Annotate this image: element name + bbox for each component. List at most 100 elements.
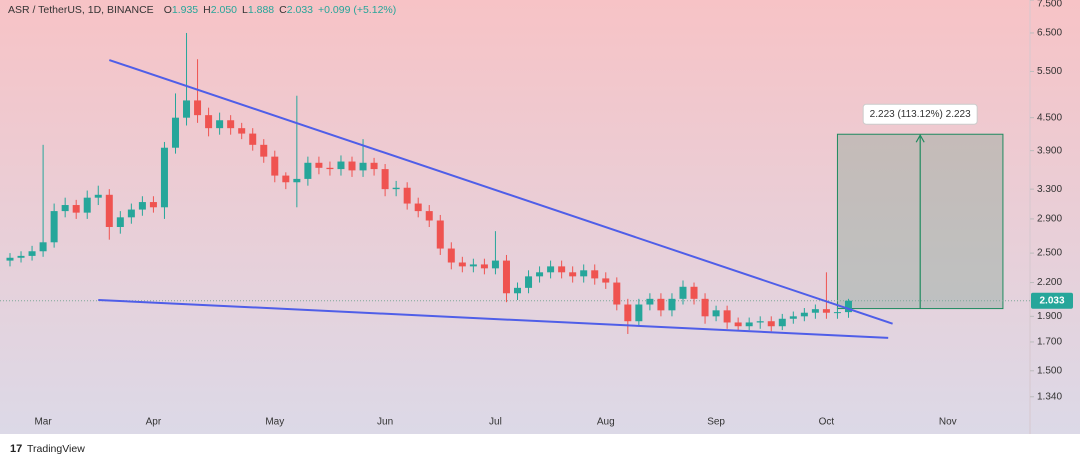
trendline [108, 59, 893, 325]
y-tick-label: 5.500 [1037, 66, 1062, 77]
candle-body [679, 286, 687, 299]
y-tick-label: 1.340 [1037, 391, 1062, 402]
candle-body [833, 312, 841, 314]
candle-body [756, 321, 764, 323]
candle-body [94, 194, 102, 198]
candle-body [370, 162, 378, 170]
x-tick-label: Oct [819, 417, 835, 428]
legend-value: 1.935 [172, 4, 198, 16]
y-tick-label: 1.900 [1037, 311, 1062, 322]
x-tick-label: Sep [707, 417, 725, 428]
candle-body [668, 298, 676, 311]
candle-body [392, 187, 400, 190]
candle-body [624, 304, 632, 322]
candle-body [293, 178, 301, 183]
candle-body [800, 312, 808, 317]
legend-value: 2.050 [211, 4, 237, 16]
candle-body [183, 100, 191, 118]
candle-body [249, 133, 257, 145]
y-tick-label: 2.500 [1037, 248, 1062, 259]
legend-label: O [164, 4, 172, 16]
candle-body [767, 321, 775, 327]
candle-body [690, 286, 698, 299]
candle-body [326, 167, 334, 170]
candle-body [712, 310, 720, 317]
trendline [98, 298, 889, 339]
candle-body [425, 211, 433, 221]
candle-body [436, 220, 444, 249]
x-tick-label: Mar [34, 417, 52, 428]
candle-body [789, 316, 797, 319]
x-tick-label: Jul [489, 417, 502, 428]
candle-body [414, 203, 422, 212]
candle-body [701, 298, 709, 317]
x-tick-label: Apr [146, 417, 162, 428]
candle-body [381, 169, 389, 190]
candle-body [811, 309, 819, 313]
candle-body [116, 217, 124, 227]
candle-body [458, 262, 466, 267]
brand-text: TradingView [27, 443, 85, 455]
y-tick-label: 7.500 [1037, 0, 1062, 10]
candle-body [138, 202, 146, 210]
candle-body [304, 162, 312, 179]
candle-body [28, 251, 36, 256]
y-tick-label: 2.900 [1037, 214, 1062, 225]
measure-label-box [862, 103, 978, 125]
candle-body [127, 209, 135, 218]
legend-value: 1.888 [248, 4, 274, 16]
y-tick-label: 2.200 [1037, 277, 1062, 288]
legend-value: 2.033 [287, 4, 313, 16]
x-tick-label: May [265, 417, 284, 428]
candle-body [734, 322, 742, 327]
candle-body [61, 205, 69, 212]
candle-body [271, 156, 279, 176]
y-tick-label: 4.500 [1037, 112, 1062, 123]
candle-body [502, 260, 510, 294]
candle-body [238, 128, 246, 134]
candle-body [745, 322, 753, 327]
candle-body [844, 300, 852, 313]
candle-body [547, 266, 555, 273]
candle-body [282, 175, 290, 183]
candle-body [17, 255, 25, 258]
candle-body [39, 242, 47, 252]
footer [0, 434, 1080, 457]
symbol: ASR / TetherUS, 1D, BINANCE [8, 4, 154, 16]
candle-body [778, 318, 786, 327]
legend-change: +0.099 (+5.12%) [318, 4, 396, 16]
candle-body [337, 161, 345, 170]
x-tick-label: Aug [597, 417, 615, 428]
legend-label: L [242, 4, 248, 16]
y-tick-label: 6.500 [1037, 28, 1062, 39]
candle-body [359, 162, 367, 171]
candle-body [315, 162, 323, 168]
price-tag [1031, 292, 1073, 309]
measure-label: 2.223 (113.12%) 2.223 [870, 109, 971, 120]
candle-body [149, 202, 157, 208]
candle-body [591, 270, 599, 279]
logo: 17 [10, 443, 22, 455]
candle-body [403, 187, 411, 204]
y-tick-label: 3.900 [1037, 145, 1062, 156]
y-tick-label: 1.700 [1037, 337, 1062, 348]
candle-body [194, 100, 202, 116]
candle-body [491, 260, 499, 269]
candle-body [447, 248, 455, 263]
plot: 1.340 1.500 1.700 1.900 2.200 2.500 2.900 3.300… [0, 0, 1073, 428]
candle-body [205, 115, 213, 129]
candle-body [613, 282, 621, 305]
y-tick-label: 3.300 [1037, 184, 1062, 195]
candle-body [580, 270, 588, 277]
candle-body [635, 304, 643, 322]
candle-body [569, 272, 577, 277]
candle-body [160, 147, 168, 208]
candle-body [558, 266, 566, 273]
y-tick-label: 1.500 [1037, 365, 1062, 376]
candle-body [723, 310, 731, 323]
legend-label: C [279, 4, 287, 16]
candle-body [105, 194, 113, 227]
candle-body [171, 117, 179, 148]
candle-body [469, 264, 477, 267]
